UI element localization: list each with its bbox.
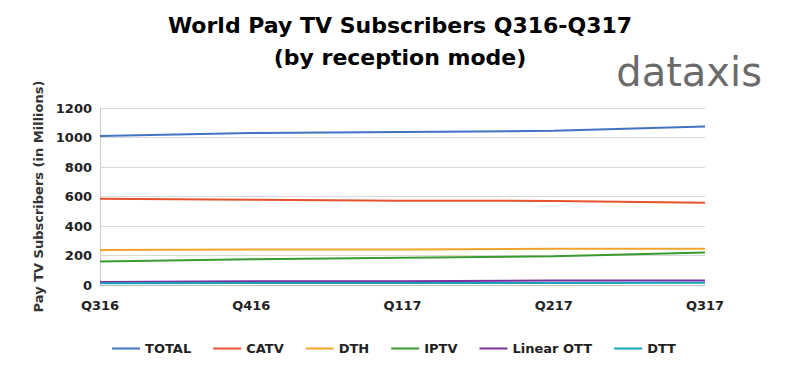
svg-text:(by reception mode): (by reception mode) [274, 45, 527, 70]
svg-text:1000: 1000 [56, 130, 92, 145]
svg-text:TOTAL: TOTAL [145, 341, 191, 356]
svg-text:400: 400 [65, 219, 92, 234]
svg-text:DTH: DTH [339, 341, 370, 356]
svg-text:1200: 1200 [56, 101, 92, 116]
svg-text:200: 200 [65, 248, 92, 263]
svg-text:800: 800 [65, 160, 92, 175]
svg-text:Linear OTT: Linear OTT [513, 341, 593, 356]
svg-text:IPTV: IPTV [424, 341, 457, 356]
svg-text:DTT: DTT [647, 341, 676, 356]
svg-text:600: 600 [65, 189, 92, 204]
svg-text:Q117: Q117 [383, 298, 421, 313]
svg-text:Q416: Q416 [232, 298, 270, 313]
svg-text:CATV: CATV [246, 341, 284, 356]
svg-text:Pay TV Subscribers (in Million: Pay TV Subscribers (in Millions) [31, 81, 46, 313]
svg-text:Q217: Q217 [535, 298, 573, 313]
svg-text:Q316: Q316 [81, 298, 119, 313]
svg-text:0: 0 [83, 278, 92, 293]
svg-text:Q317: Q317 [686, 298, 724, 313]
svg-text:dataxis: dataxis [616, 49, 762, 95]
svg-text:World Pay TV Subscribers Q316-: World Pay TV Subscribers Q316-Q317 [168, 13, 632, 38]
